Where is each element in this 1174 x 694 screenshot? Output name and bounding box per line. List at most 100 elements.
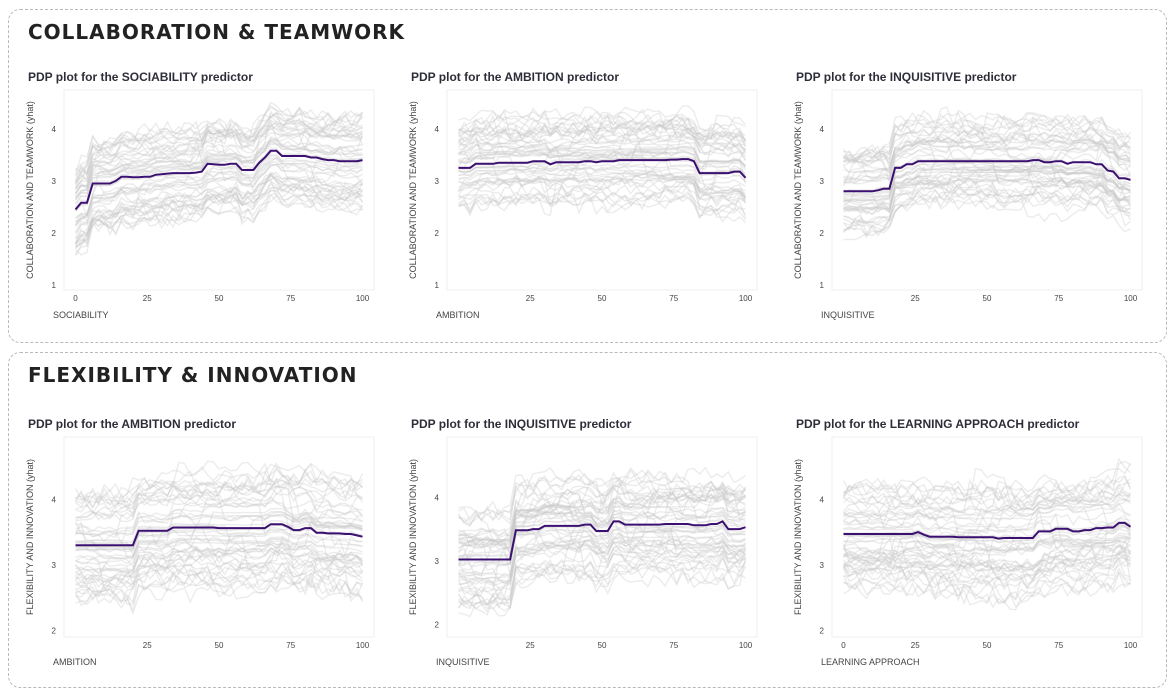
ice-line: [75, 528, 363, 574]
ice-line: [75, 192, 364, 249]
x-tick-label: 0: [73, 294, 78, 303]
ice-line: [458, 185, 747, 218]
ice-line: [843, 525, 1131, 544]
ice-line: [75, 571, 363, 616]
pdp-mean-line: [843, 159, 1131, 193]
ice-line: [75, 548, 363, 587]
ice-line: [74, 111, 364, 180]
ice-line: [74, 186, 363, 250]
ice-line: [842, 502, 1131, 532]
ice-line: [843, 558, 1131, 609]
ice-line: [458, 523, 746, 582]
x-tick-label: 50: [215, 641, 224, 650]
ice-line: [843, 173, 1131, 212]
ice-line: [457, 118, 747, 155]
ice-line: [75, 175, 363, 239]
ice-line: [842, 112, 1132, 163]
ice-line: [457, 528, 746, 575]
ice-line: [75, 535, 363, 586]
y-tick-label: 4: [52, 495, 57, 504]
ice-line: [75, 535, 363, 591]
ice-line: [458, 467, 746, 525]
ice-line: [842, 544, 1131, 587]
ice-line: [843, 492, 1131, 527]
panel-title: PDP plot for the INQUISITIVE predictor: [411, 417, 632, 431]
ice-line: [75, 523, 363, 558]
section-flexibility: FLEXIBILITY & INNOVATION PDP plot for th…: [8, 352, 1167, 688]
x-tick-label: 50: [983, 641, 992, 650]
ice-line: [75, 171, 363, 223]
x-tick-label: 100: [1124, 294, 1138, 303]
ice-line: [843, 520, 1131, 549]
x-tick-label: 75: [669, 294, 678, 303]
y-tick-label: 2: [435, 229, 440, 238]
ice-line: [843, 165, 1131, 210]
ice-line: [843, 531, 1131, 564]
ice-line: [843, 138, 1131, 182]
ice-line: [75, 567, 363, 606]
x-tick-label: 100: [739, 294, 753, 303]
ice-line: [458, 524, 746, 572]
ice-line: [458, 556, 746, 607]
ice-line: [74, 140, 363, 200]
ice-line: [458, 169, 747, 199]
y-tick-label: 1: [435, 281, 440, 290]
ice-line: [843, 113, 1131, 168]
ice-line: [457, 554, 746, 607]
ice-line: [74, 178, 363, 244]
ice-lines: [74, 101, 364, 256]
pdp-panel-inquisitive: PDP plot for the INQUISITIVE predictor 2…: [408, 417, 771, 687]
ice-line: [458, 113, 747, 158]
ice-line: [458, 127, 747, 161]
ice-line: [842, 109, 1132, 161]
ice-lines: [457, 466, 747, 618]
ice-line: [458, 484, 746, 545]
plot-area: [446, 436, 758, 638]
pdp-chart: 25 50 75 100 2 3 4 AMBITION FLEXIBILITY AND INNO…: [25, 436, 375, 667]
ice-line: [75, 519, 363, 548]
ice-line: [843, 496, 1131, 525]
ice-line: [75, 106, 363, 174]
pdp-chart: 25 50 75 100 1 2 3 4 INQUISITIVE COLLABORATION AN…: [793, 89, 1143, 320]
pdp-mean-line: [458, 520, 746, 561]
ice-line: [457, 514, 746, 567]
ice-line: [843, 113, 1132, 170]
ice-line: [458, 145, 747, 182]
ice-line: [843, 128, 1131, 173]
y-axis-label: FLEXIBILITY AND INNOVATION (yhat): [408, 459, 418, 615]
ice-line: [843, 550, 1132, 582]
ice-line: [74, 160, 363, 225]
ice-line: [74, 125, 363, 200]
y-tick-label: 1: [52, 281, 57, 290]
ice-line: [458, 117, 747, 146]
ice-line: [843, 177, 1131, 210]
ice-line: [74, 104, 364, 183]
ice-line: [74, 173, 363, 256]
ice-line: [75, 478, 363, 525]
ice-line: [458, 138, 746, 166]
ice-line: [75, 538, 363, 561]
ice-line: [75, 515, 363, 557]
x-tick-label: 50: [983, 294, 992, 303]
ice-line: [843, 504, 1132, 535]
ice-line: [458, 176, 746, 212]
ice-line: [75, 466, 363, 503]
section-collaboration: COLLABORATION & TEAMWORK PDP plot for th…: [8, 9, 1167, 343]
ice-line: [458, 538, 746, 585]
ice-line: [74, 537, 363, 584]
ice-line: [457, 482, 747, 527]
y-tick-label: 2: [820, 229, 825, 238]
ice-line: [75, 516, 363, 548]
plot-area: [446, 89, 758, 291]
ice-line: [75, 156, 363, 219]
ice-line: [74, 143, 363, 212]
ice-line: [458, 105, 746, 146]
ice-line: [842, 536, 1131, 586]
pdp-panel-ambition: PDP plot for the AMBITION predictor 25 50…: [408, 70, 771, 340]
y-axis-label: COLLABORATION AND TEAMWORK (yhat): [793, 101, 803, 279]
ice-line: [457, 113, 747, 147]
x-tick-label: 75: [669, 641, 678, 650]
ice-line: [458, 477, 746, 544]
x-tick-label: 25: [143, 641, 152, 650]
x-axis-label: SOCIABILITY: [53, 310, 109, 320]
